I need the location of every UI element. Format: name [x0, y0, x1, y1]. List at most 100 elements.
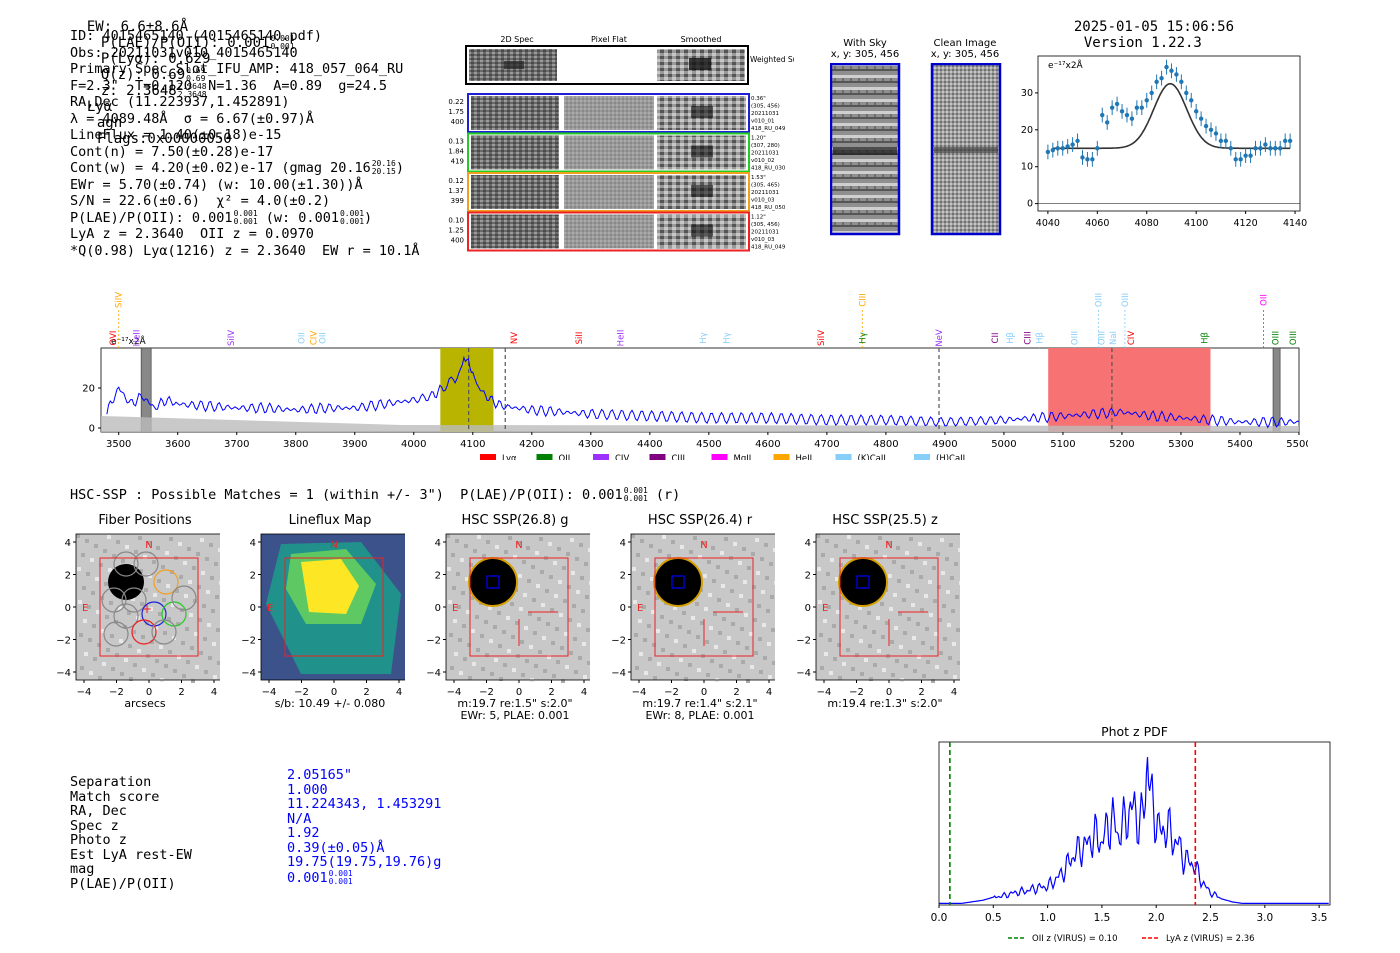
spec2d-row-meta: 20211031: [751, 190, 779, 196]
cutout-noise: [683, 644, 687, 648]
cutout-noise: [453, 619, 457, 623]
match-value: 11.224343, 1.453291: [287, 797, 441, 812]
cutout-noise: [893, 593, 897, 597]
cutout-noise: [641, 572, 645, 576]
cutout-noise: [731, 622, 735, 626]
header-bar: EW: 6.6±8.6Å P(LAE)/P(OII): 0.001 0.001 0.…: [70, 3, 295, 147]
full-spectrum-xtick-label: 3900: [342, 439, 367, 450]
cutout-noise: [551, 641, 555, 645]
spec2d-row-stat: 419: [451, 158, 464, 166]
cutout-noise: [553, 561, 557, 565]
line-fit-point: [1243, 153, 1248, 158]
source-blob: [108, 564, 144, 600]
spec2d-row-stat: 1.84: [448, 148, 464, 156]
cutout-image-1: N E 4 2 0 −2 −4 −4 −2 0 2 4: [241, 533, 405, 698]
info-ewr: EWr = 5.70(±0.74) (w: 10.00(±1.30))Å: [70, 176, 363, 193]
spec2d-row-2d: [471, 214, 559, 249]
cutout-noise: [651, 610, 655, 614]
cutout-noise: [873, 663, 877, 667]
cutout-noise: [177, 655, 181, 659]
cutout-noise: [471, 629, 475, 633]
cutout-noise: [688, 663, 692, 667]
cutout-noise: [84, 652, 88, 656]
emission-line-label: OIII: [1121, 293, 1131, 307]
cutout-noise: [503, 663, 507, 667]
cutout-noise: [727, 636, 731, 640]
cutout-noise: [569, 651, 573, 655]
cutout-noise: [860, 672, 864, 676]
cutout-noise: [946, 590, 950, 594]
cutout-noise: [217, 661, 220, 665]
line-fit-ytick-label: 10: [1021, 162, 1033, 173]
line-fit-point: [1189, 98, 1194, 103]
fiber-center-marker: +: [142, 602, 152, 616]
cutout-noise: [878, 536, 882, 540]
cutout-noise: [589, 581, 590, 585]
legend-label: CIII: [672, 454, 685, 460]
cutout-noise: [209, 543, 213, 547]
legend-swatch: [835, 454, 852, 460]
cutout-noise: [446, 534, 450, 538]
cutout-noise: [915, 589, 919, 593]
cutout-noise: [578, 656, 582, 660]
cutout-noise: [533, 631, 537, 635]
cutout-noise: [555, 627, 559, 631]
cutout-noise: [554, 594, 558, 598]
line-fit-point: [1109, 105, 1115, 110]
cutout-noise: [494, 658, 498, 662]
cutout-noise: [454, 652, 458, 656]
cutout-noise: [218, 548, 220, 552]
cutout-noise: [206, 590, 210, 594]
cutout-noise: [81, 553, 85, 557]
line-fit-point: [1085, 157, 1090, 162]
cutout-noise: [631, 534, 635, 538]
cutout-noise: [656, 629, 660, 633]
cutout-noise: [452, 586, 456, 590]
cutout-ytick-label: 2: [435, 571, 441, 582]
cutout-noise: [832, 624, 836, 628]
cutout-noise: [196, 552, 200, 556]
cutout-xtick-label: −2: [479, 687, 494, 698]
cutout-noise: [119, 639, 123, 643]
line-fit-point: [1119, 109, 1125, 114]
cutout-ytick-label: −2: [56, 636, 71, 647]
legend-label: (H)CaII: [936, 454, 965, 460]
cutout-noise: [764, 543, 768, 547]
cutout-noise: [662, 535, 666, 539]
cutout-xtick-label: −4: [632, 687, 647, 698]
cutout-noise: [751, 552, 755, 556]
cutout-noise: [89, 671, 93, 675]
cutout-noise: [205, 557, 209, 561]
cutout-noise: [528, 612, 532, 616]
cutout-noise: [661, 648, 665, 652]
line-fit-point: [1060, 146, 1065, 151]
cutout-noise: [864, 658, 868, 662]
cutout-xtick-label: −2: [109, 687, 124, 698]
cutout-noise: [773, 548, 775, 552]
match-label: Spec z: [70, 817, 119, 834]
cutout-noise: [139, 569, 143, 573]
spec2d-row-meta: 418_RU_049: [751, 126, 786, 132]
cutout-noise: [852, 554, 856, 558]
fiber-circle: [121, 587, 147, 613]
cutout-noise: [470, 596, 474, 600]
cutout-noise: [531, 565, 535, 569]
cutout-ytick-label: −2: [796, 636, 811, 647]
spec2d-row-stat: 0.22: [448, 98, 464, 106]
cutout-title: Lineflux Map: [288, 513, 372, 528]
cutout-noise: [190, 646, 194, 650]
cutout-noise: [687, 630, 691, 634]
info-plae-w-bounds: 0.001 0.001: [339, 208, 365, 226]
cutout-noise: [640, 539, 644, 543]
cutout-noise: [754, 651, 758, 655]
cutout-noise: [210, 576, 214, 580]
cutout-noise: [945, 557, 949, 561]
cutout-noise: [929, 613, 933, 617]
cutout-noise: [673, 606, 677, 610]
info-lambda: λ = 4089.48Å σ = 6.67(±0.97)Å: [70, 110, 314, 127]
cutout-noise: [903, 631, 907, 635]
east-label: E: [637, 603, 643, 614]
line-fit-point: [1045, 149, 1051, 155]
cutout-box: [654, 557, 754, 657]
cutout-noise: [79, 633, 83, 637]
